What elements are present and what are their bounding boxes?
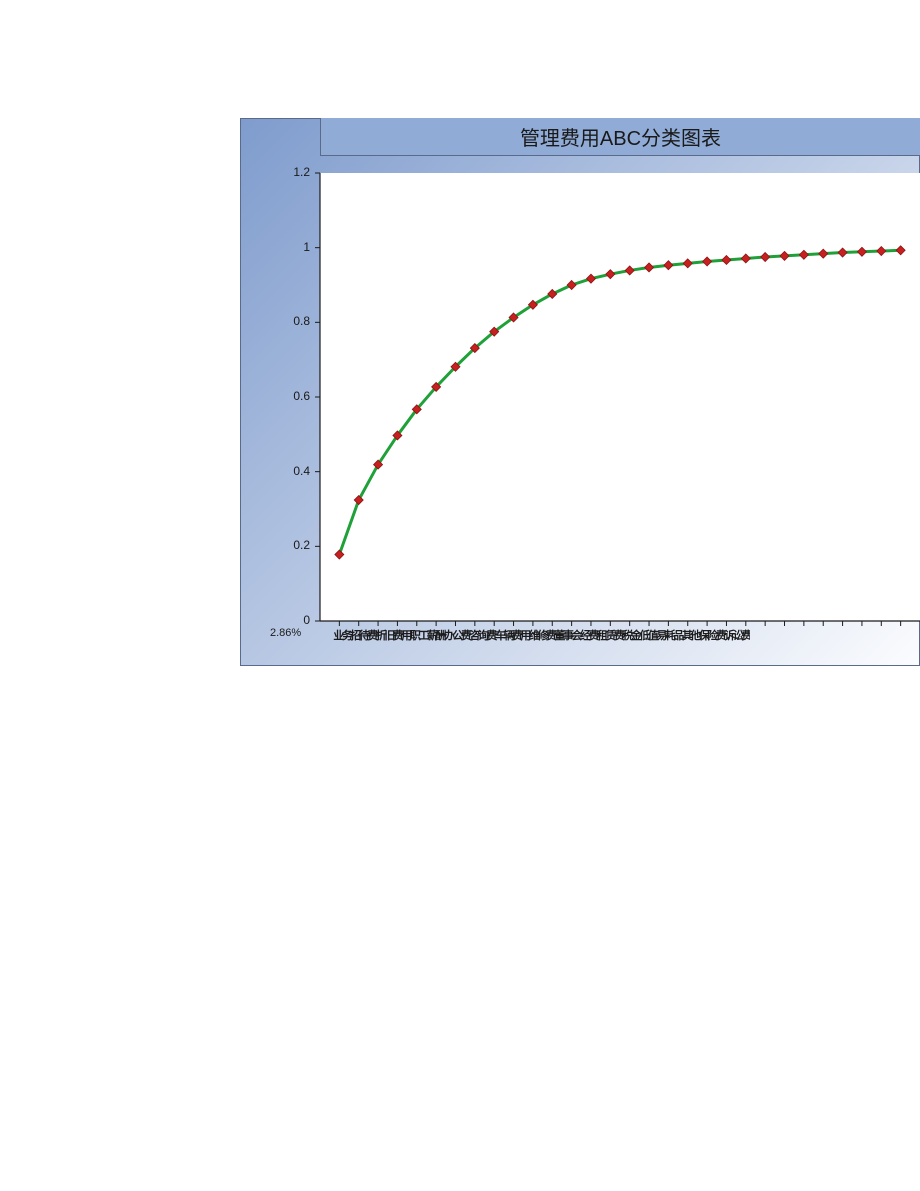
chart-title: 管理费用ABC分类图表 [520, 122, 721, 151]
chart-frame [240, 118, 920, 666]
y-tick-label: 1.2 [280, 165, 310, 179]
y-tick-label: 0.8 [280, 314, 310, 328]
y-tick-label: 0 [280, 613, 310, 627]
x-axis-left-label: 2.86% [270, 627, 301, 639]
y-tick-label: 0.2 [280, 538, 310, 552]
y-tick-label: 0.6 [280, 389, 310, 403]
chart-title-bar: 管理费用ABC分类图表 [320, 118, 920, 156]
y-tick-label: 1 [280, 240, 310, 254]
y-tick-label: 0.4 [280, 464, 310, 478]
x-axis-category-labels: 业务招待费折旧费用职工薪酬办公费咨询费车辆费用维修费董事会经费租赁费税金低值易耗… [333, 627, 750, 643]
